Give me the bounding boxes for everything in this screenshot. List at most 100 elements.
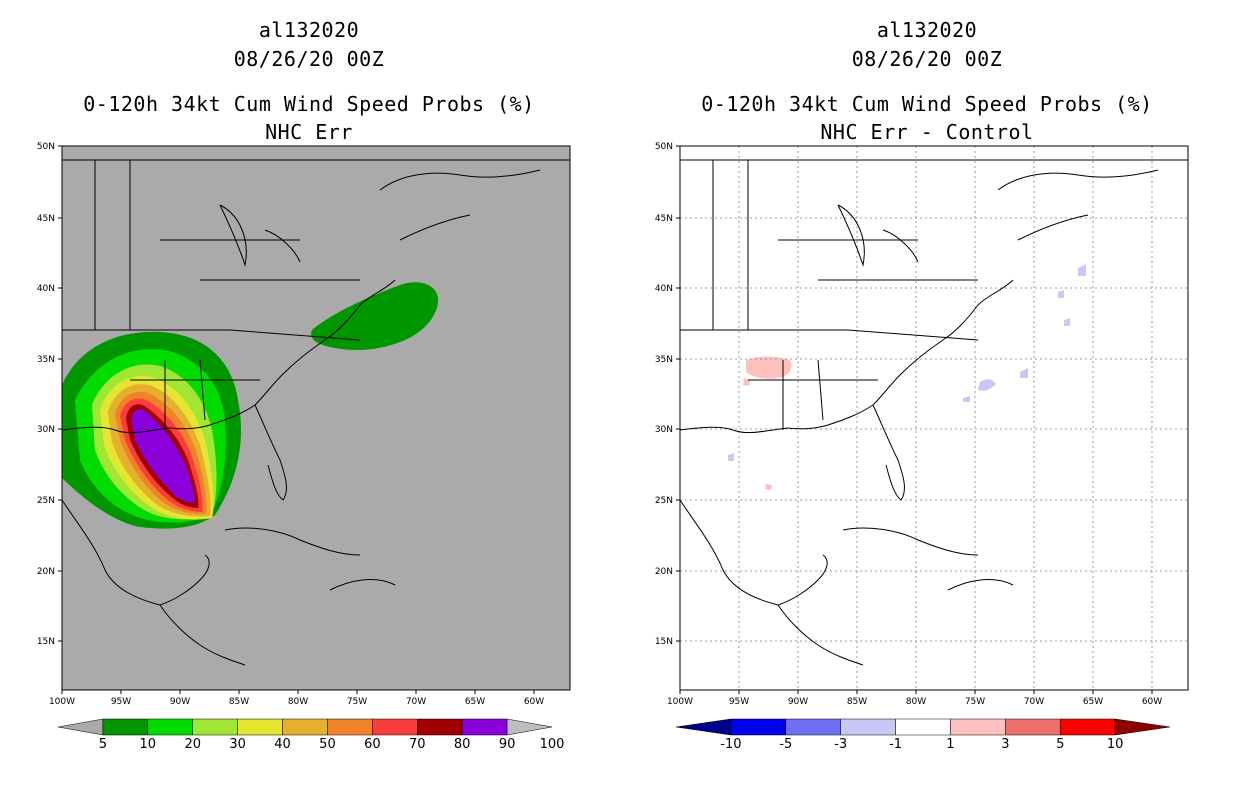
left-colorbar-label: 10 (140, 737, 157, 752)
left-storm-id: al132020 (258, 18, 360, 42)
diff-negative-f (963, 396, 970, 402)
diff-negative-a (978, 379, 996, 391)
left-lon-label: 90W (170, 697, 190, 707)
left-colorbar-swatch (506, 718, 553, 736)
left-colorbar-swatch (237, 718, 283, 736)
right-colorbar-swatch (785, 718, 841, 736)
diff-negative-c (1078, 264, 1086, 276)
right-colorbar-label: -3 (834, 737, 847, 752)
right-panel: al132020 08/26/20 00Z 0-120h 34kt Cum Wi… (618, 0, 1236, 800)
left-panel: al132020 08/26/20 00Z 0-120h 34kt Cum Wi… (37, 18, 571, 752)
right-product-title: 0-120h 34kt Cum Wind Speed Probs (%) (701, 92, 1153, 116)
left-lon-label: 65W (465, 697, 485, 707)
right-lon-label: 75W (965, 697, 985, 707)
left-lat-label: 25N (37, 496, 55, 506)
right-colorbar-label: 10 (1107, 737, 1124, 752)
left-colorbar-label: 50 (319, 737, 336, 752)
right-map-figure: 50N 45N 40N 35N 30N 25N 20N 15N 100W 95W 90W 85W 80… (655, 142, 1189, 752)
right-colorbar-label: 3 (1001, 737, 1009, 752)
left-colorbar-swatch (102, 718, 149, 736)
left-colorbar-label: 90 (499, 737, 516, 752)
right-lat-label: 15N (655, 637, 673, 647)
right-storm-id: al132020 (876, 18, 978, 42)
left-lat-label: 35N (37, 355, 55, 365)
right-lon-label: 70W (1024, 697, 1044, 707)
left-lon-axis: 100W 95W 90W 85W 80W 75W 70W 65W 60W (49, 690, 544, 707)
right-lon-label: 65W (1083, 697, 1103, 707)
right-gridlines (680, 146, 1188, 690)
diff-negative-b (1020, 368, 1028, 378)
left-colorbar-swatch (147, 718, 193, 736)
right-lat-label: 30N (655, 425, 673, 435)
right-difference-field (728, 264, 1086, 490)
left-lat-label: 45N (37, 214, 55, 224)
left-date: 08/26/20 00Z (233, 47, 385, 71)
left-colorbar-swatch (417, 718, 463, 736)
left-colorbar-label: 20 (184, 737, 201, 752)
left-coastlines (62, 159, 570, 666)
right-colorbar-swatch (730, 718, 787, 736)
prob-northeast-area (311, 282, 438, 350)
right-colorbar-label: -1 (889, 737, 902, 752)
left-colorbar-swatch (282, 718, 328, 736)
diff-positive-area (746, 356, 792, 379)
left-lat-label: 50N (37, 142, 55, 152)
right-colorbar-swatch (675, 718, 732, 736)
right-colorbar-label: -5 (779, 737, 792, 752)
left-lon-label: 60W (524, 697, 544, 707)
right-lat-label: 45N (655, 214, 673, 224)
left-probability-field (62, 282, 438, 529)
left-lat-label: 15N (37, 637, 55, 647)
right-lon-label: 95W (729, 697, 749, 707)
left-colorbar-label: 60 (364, 737, 381, 752)
left-colorbar-label: 40 (274, 737, 291, 752)
left-colorbar-swatch (327, 718, 373, 736)
left-product-title: 0-120h 34kt Cum Wind Speed Probs (%) (83, 92, 535, 116)
right-colorbar-label: 5 (1056, 737, 1064, 752)
left-colorbar-label: 70 (409, 737, 426, 752)
left-lat-axis: 50N 45N 40N 35N 30N 25N 20N 15N (37, 142, 62, 647)
left-lon-label: 70W (406, 697, 426, 707)
right-date: 08/26/20 00Z (851, 47, 1003, 71)
right-colorbar: -10 -5 -3 -1 1 3 5 10 (675, 718, 1171, 752)
left-colorbar-swatch (461, 718, 508, 736)
diff-negative-e (728, 453, 734, 461)
left-colorbar: 5 10 20 30 40 50 60 70 80 90 100 (57, 718, 565, 752)
right-lon-axis: 100W 95W 90W 85W 80W 75W 70W 65W 60W (667, 690, 1162, 707)
left-colorbar-label: 30 (229, 737, 246, 752)
left-map-figure: 50N 45N 40N 35N 30N 25N 20N 15N 100W 95W 90W 85W 80… (37, 142, 571, 752)
right-lon-label: 60W (1142, 697, 1162, 707)
left-lon-label: 95W (111, 697, 131, 707)
right-colorbar-swatch (950, 718, 1006, 736)
right-colorbar-swatch (840, 718, 896, 736)
right-colorbar-swatch (1005, 718, 1061, 736)
left-colorbar-label: 80 (454, 737, 471, 752)
prob-90-100 (131, 409, 195, 503)
left-colorbar-swatch (192, 718, 238, 736)
right-subtitle: NHC Err - Control (820, 120, 1034, 144)
right-lat-label: 20N (655, 567, 673, 577)
diff-positive-small-b (765, 484, 772, 490)
left-colorbar-label: 100 (540, 737, 565, 752)
right-colorbar-label: 1 (946, 737, 954, 752)
left-lon-label: 100W (49, 697, 75, 707)
right-lat-label: 35N (655, 355, 673, 365)
right-colorbar-swatch (1059, 718, 1116, 736)
right-map-background (680, 146, 1188, 690)
left-colorbar-swatch (57, 718, 104, 736)
right-lon-label: 80W (906, 697, 926, 707)
right-lon-label: 100W (667, 697, 693, 707)
right-lat-label: 25N (655, 496, 673, 506)
right-lat-label: 40N (655, 284, 673, 294)
left-lon-label: 80W (288, 697, 308, 707)
right-lon-label: 85W (847, 697, 867, 707)
left-lat-label: 20N (37, 567, 55, 577)
right-colorbar-swatch (895, 718, 951, 736)
right-lat-label: 50N (655, 142, 673, 152)
left-lon-label: 85W (229, 697, 249, 707)
right-lon-label: 90W (788, 697, 808, 707)
right-colorbar-label: -10 (720, 737, 741, 752)
right-colorbar-swatch (1114, 718, 1171, 736)
left-colorbar-label: 5 (99, 737, 107, 752)
diff-negative-g (1064, 318, 1070, 326)
